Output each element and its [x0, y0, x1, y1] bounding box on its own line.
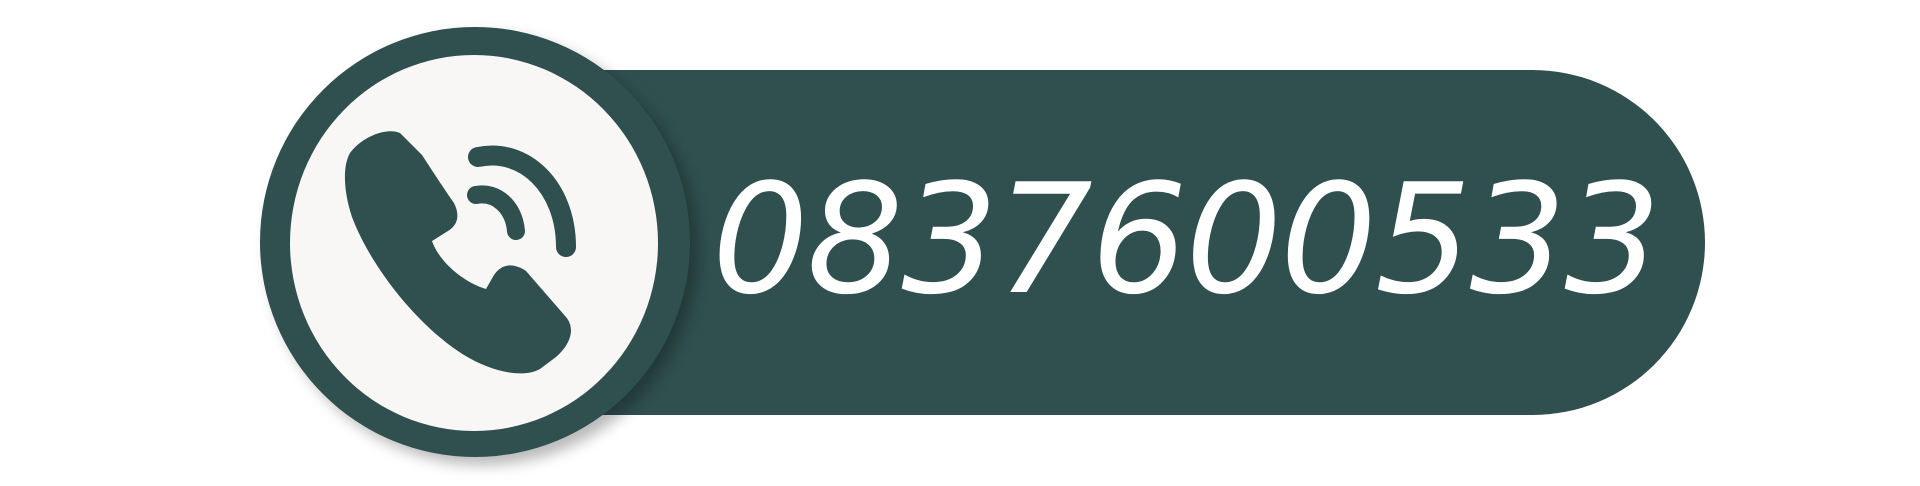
- phone-icon-disc: [290, 55, 658, 431]
- phone-number-text: 0837600533: [712, 151, 1661, 328]
- signal-arc-inner: [467, 185, 525, 240]
- phone-icon-badge: [260, 27, 690, 457]
- handset-shape: [344, 131, 571, 374]
- signal-arc-outer: [468, 145, 576, 257]
- phone-handset-with-signal-icon: [344, 131, 576, 374]
- phone-number-bar: [560, 70, 1705, 415]
